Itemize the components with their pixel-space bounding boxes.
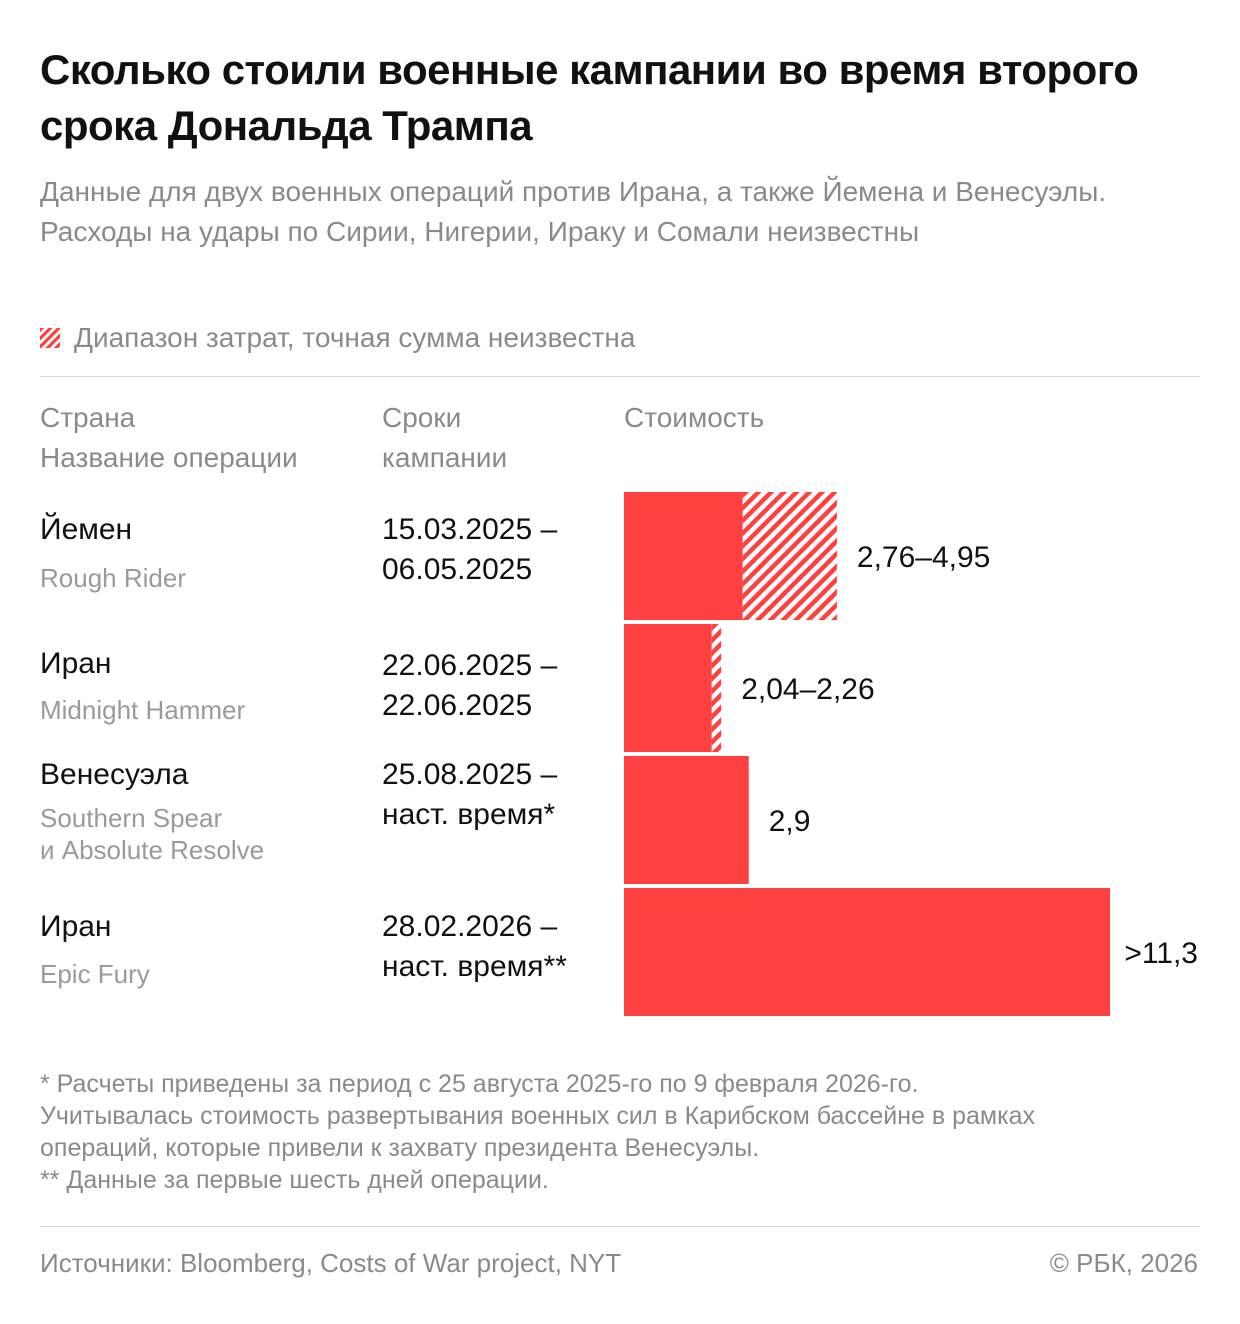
legend-label: Диапазон затрат, точная сумма неизвестна [74, 322, 636, 353]
footnote-line: * Расчеты приведены за период с 25 авгус… [40, 1070, 919, 1098]
bar-range-hatch [711, 624, 722, 752]
row-operation: Epic Fury [40, 959, 150, 989]
bar-solid [624, 624, 712, 752]
header-country-line1: Страна [40, 402, 136, 433]
row-dates: 25.08.2025 – наст. время* [382, 755, 557, 835]
header-dates-line1: Сроки [382, 402, 462, 433]
footnote-line: Учитывалась стоимость развертывания воен… [40, 1102, 1036, 1130]
bar-solid [624, 888, 1110, 1016]
row-operation: Southern Spear и Absolute Resolve [40, 802, 264, 866]
row-date-end: 06.05.2025 [382, 553, 533, 586]
bar-value-label: >11,3 [1124, 937, 1198, 970]
subtitle: Данные для двух военных операций против … [40, 176, 1107, 247]
header-dates-line2: кампании [382, 442, 508, 473]
page-title: Сколько стоили военные кампании во время… [40, 46, 1139, 149]
bar-range-hatch [742, 492, 837, 620]
footnote-line: операций, которые привели к захвату през… [40, 1134, 760, 1162]
header-country: Страна Название операции [40, 398, 298, 478]
bar-solid [624, 492, 743, 620]
row-date-end: наст. время** [382, 950, 567, 983]
row-dates: 15.03.2025 – 06.05.2025 [382, 510, 557, 590]
row-date-start: 28.02.2026 – [382, 910, 558, 943]
row-country: Венесуэла [40, 758, 189, 791]
top-divider [40, 376, 1200, 377]
row-dates: 22.06.2025 – 22.06.2025 [382, 646, 557, 726]
bar-solid [624, 756, 749, 884]
bar-value-label: 2,76–4,95 [857, 541, 990, 574]
bar-value-label: 2,9 [769, 805, 811, 838]
row-operation-line2: и Absolute Resolve [40, 835, 265, 865]
row-operation-line1: Southern Spear [40, 803, 223, 833]
hatch-legend-icon [40, 328, 60, 348]
header-country-line2: Название операции [40, 442, 298, 473]
row-country: Иран [40, 910, 112, 943]
legend: Диапазон затрат, точная сумма неизвестна [40, 318, 635, 358]
row-operation: Midnight Hammer [40, 695, 246, 725]
header-cost: Стоимость [624, 402, 765, 433]
bottom-divider [40, 1226, 1200, 1227]
row-date-start: 22.06.2025 – [382, 649, 558, 682]
row-dates: 28.02.2026 – наст. время** [382, 907, 567, 987]
row-date-end: 22.06.2025 [382, 689, 533, 722]
row-date-end: наст. время* [382, 798, 556, 831]
copyright: © РБК, 2026 [1049, 1248, 1198, 1278]
row-date-start: 25.08.2025 – [382, 758, 558, 791]
bar-value-label: 2,04–2,26 [741, 673, 874, 706]
row-operation: Rough Rider [40, 563, 186, 593]
header-dates: Сроки кампании [382, 398, 507, 478]
row-country: Йемен [40, 513, 133, 546]
footnote-line: ** Данные за первые шесть дней операции. [40, 1166, 549, 1194]
source-note: Источники: Bloomberg, Costs of War proje… [40, 1248, 622, 1278]
footnotes: * Расчеты приведены за период с 25 авгус… [40, 1068, 1210, 1196]
row-date-start: 15.03.2025 – [382, 513, 558, 546]
row-country: Иран [40, 647, 112, 680]
